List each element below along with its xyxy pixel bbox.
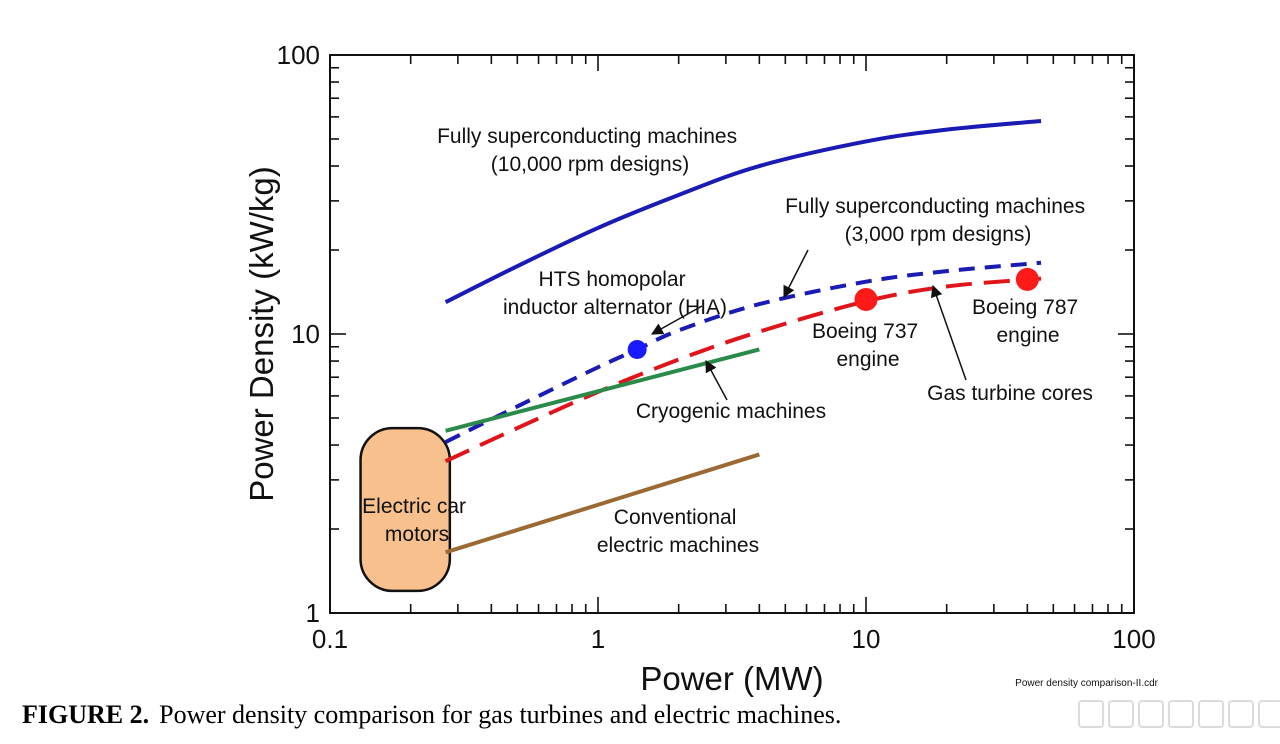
series-line-fully-sc-3000 [444,260,1042,444]
arrow-fully-sc-3000 [783,249,809,299]
x-axis-label: Power (MW) [640,660,823,697]
label-hia: HTS homopolar inductor alternator (HIA) [503,268,727,319]
y-tick-label: 100 [277,40,320,70]
x-tick-label: 10 [852,624,881,654]
arrow-cryogenic [705,359,728,401]
series-line-gas-turbine-cores [444,276,1042,464]
arrow-gas-turbine [930,284,967,381]
x-tick-label: 1 [591,624,605,654]
power-density-chart: Fully superconducting machines (10,000 r… [243,40,1159,697]
arrow-hia [650,305,703,335]
x-tick-label: 0.1 [312,624,348,654]
highlight-points [627,267,1039,359]
point-hia [627,339,647,359]
electric-car-motors-region [359,426,452,593]
figure-caption: FIGURE 2. Power density comparison for ga… [22,700,841,730]
axis-ticks [330,55,1134,613]
y-axis-label: Power Density (kW/kg) [243,166,280,502]
label-fully-sc-10000: Fully superconducting machines (10,000 r… [437,125,743,176]
label-electric-car-motors: Electric car motors [362,495,472,546]
label-conventional-machines: Conventional electric machines [597,506,759,557]
y-tick-label: 1 [306,598,320,628]
series-lines [444,119,1042,555]
point-boeing-787 [1015,267,1039,291]
label-cryogenic-machines: Cryogenic machines [636,400,826,423]
label-gas-turbine-cores: Gas turbine cores [927,382,1093,405]
label-boeing-787: Boeing 787 engine [972,296,1084,347]
x-tick-label: 100 [1112,624,1155,654]
series-line-fully-sc-10000 [444,119,1042,304]
caption-label: FIGURE 2. [22,700,150,729]
file-label: Power density comparison-II.cdr [1015,678,1159,689]
watermark-icon [1078,700,1280,728]
label-fully-sc-3000: Fully superconducting machines (3,000 rp… [785,195,1091,246]
series-line-conventional [445,452,760,555]
point-boeing-737 [854,287,878,311]
y-tick-label: 10 [291,319,320,349]
caption-text: Power density comparison for gas turbine… [159,700,842,729]
label-boeing-737: Boeing 737 engine [812,320,924,371]
